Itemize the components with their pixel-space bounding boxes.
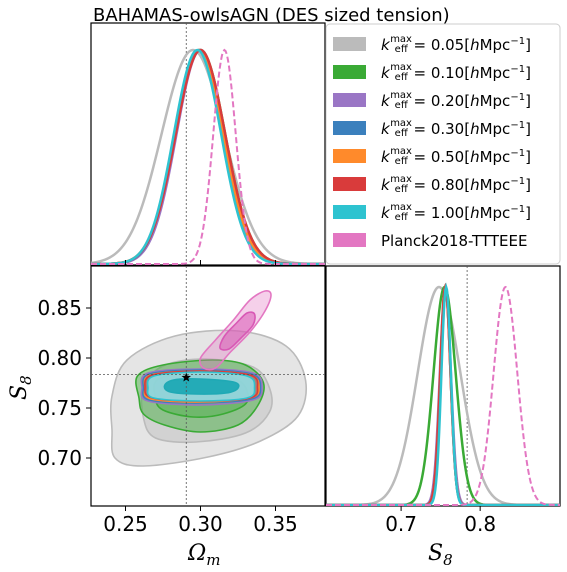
legend-swatch-3 [333,121,366,135]
omega-m-marginal-curve-Planck [91,48,325,265]
x-axis-label-s8: S8 [428,541,453,569]
legend-label: kmax eff = 0.50[hMpc−1] [381,146,531,167]
s8-1d-tick-label: 0.8 [464,512,496,536]
legend-label: kmax eff = 0.10[hMpc−1] [381,62,531,83]
legend-swatch-0 [333,37,366,51]
legend-swatch-5 [333,177,366,191]
omega-m-marginal-curve-1.00 [91,48,325,265]
omega-m-marginal-curve-0.20 [91,48,325,265]
s8-marginal-panel: 0.7 0.8 [325,265,561,536]
legend-swatch-7 [333,233,366,247]
contour-1p00-inner [163,378,240,395]
omega-m-marginal-curve-0.30 [91,48,325,265]
s8-tick-label: 0.85 [37,296,82,320]
legend-swatch-1 [333,65,366,79]
y-axis-label-s8: S8 [7,375,35,400]
legend-label: Planck2018-TTTEEE [381,232,527,250]
s8-marginal-curves [326,282,560,506]
legend-frame [325,23,561,265]
omega-m-marginal-panel [90,22,326,266]
contour-panel-frame [90,265,326,507]
legend-label: kmax eff = 0.30[hMpc−1] [381,118,531,139]
legend-swatch-4 [333,149,366,163]
contour-layer [109,289,308,467]
chart-title: BAHAMAS-owlsAGN (DES sized tension) [93,5,450,26]
legend: kmax eff = 0.05[hMpc−1] kmax eff = 0.10[hMp… [325,23,561,265]
omega-m-tick-label: 0.30 [178,512,223,536]
omega-m-marginal-frame [90,22,326,266]
legend-label: kmax eff = 0.20[hMpc−1] [381,90,531,111]
contour-planck-inner [219,311,256,351]
omega-m-tick-label: 0.25 [103,512,148,536]
omega-m-marginal-curves [91,48,325,265]
x-axis-label-omega-m: Ωm [187,541,220,569]
omega-m-tick-label: 0.35 [253,512,298,536]
s8-tick-label: 0.75 [37,396,82,420]
s8-marginal-curve-Planck [326,285,560,506]
omega-m-s8-contour-panel: 0.25 0.30 0.35 0.70 0.75 0.80 0.85 [37,265,326,536]
legend-label: kmax eff = 0.80[hMpc−1] [381,174,531,195]
legend-label: kmax eff = 0.05[hMpc−1] [381,34,531,55]
omega-m-marginal-curve-0.10 [91,48,325,265]
s8-tick-label: 0.70 [37,446,82,470]
omega-m-marginal-curve-0.05 [91,48,325,265]
legend-swatch-6 [333,205,366,219]
fiducial-star-marker [181,372,192,382]
s8-tick-label: 0.80 [37,346,82,370]
omega-m-marginal-curve-0.80 [91,48,325,265]
omega-m-marginal-curve-0.50 [91,48,325,265]
s8-marginal-curve-1.00 [326,282,560,506]
legend-label: kmax eff = 1.00[hMpc−1] [381,202,531,223]
legend-swatch-2 [333,93,366,107]
s8-1d-tick-label: 0.7 [385,512,417,536]
